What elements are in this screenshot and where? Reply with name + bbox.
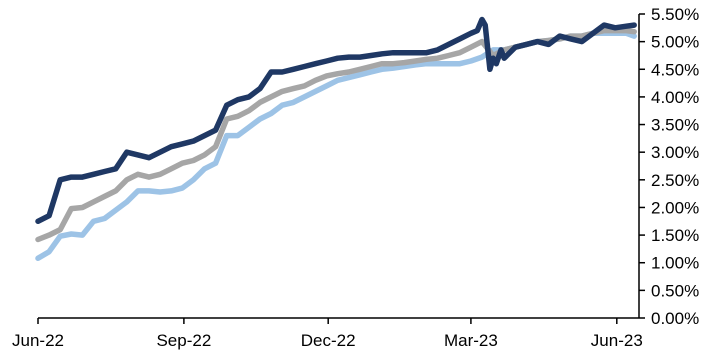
y-tick-label: 3.00% (651, 143, 699, 162)
y-tick-label: 4.00% (651, 88, 699, 107)
y-tick-label: 3.50% (651, 116, 699, 135)
x-tick-label: Mar-23 (444, 331, 498, 350)
y-ticks: 0.00% 0.50% 1.00% 1.50% 2.00% 2.50% 3.00% 3.50%… (639, 5, 699, 328)
x-tick-label: Jun-22 (12, 331, 64, 350)
y-tick-label: 5.00% (651, 33, 699, 52)
y-tick-label: 4.50% (651, 60, 699, 79)
series-line-2 (35, 27, 637, 243)
y-tick-label: 2.50% (651, 171, 699, 190)
y-tick-label: 0.00% (651, 309, 699, 328)
series-line-3 (35, 16, 637, 225)
x-tick-label: Sep-22 (156, 331, 211, 350)
y-tick-label: 0.50% (651, 281, 699, 300)
y-tick-label: 5.50% (651, 5, 699, 24)
y-tick-label: 2.00% (651, 198, 699, 217)
series-line-1 (35, 30, 637, 262)
series-layer (35, 16, 637, 262)
y-tick-label: 1.50% (651, 226, 699, 245)
x-tick-label: Dec-22 (301, 331, 356, 350)
y-tick-label: 1.00% (651, 254, 699, 273)
x-tick-label: Jun-23 (591, 331, 643, 350)
x-ticks: Jun-22 Sep-22 Dec-22 Mar-23 Jun-23 (12, 318, 643, 350)
